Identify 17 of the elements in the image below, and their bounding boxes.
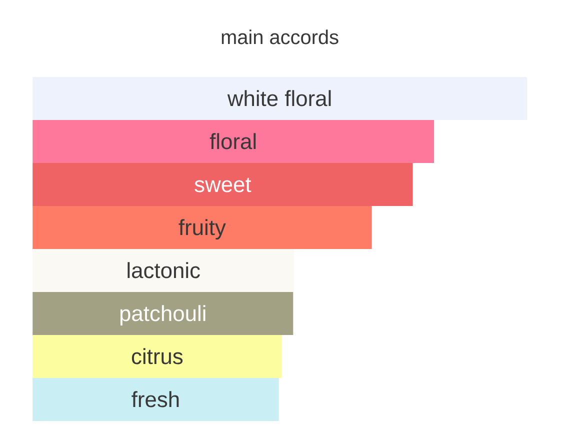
bar <box>32 378 279 422</box>
y-tick-label: patchouli <box>120 305 206 326</box>
y-tick-label: sweet <box>194 178 252 192</box>
bar <box>32 292 294 336</box>
y-tick-label: floral <box>210 133 256 150</box>
bar <box>32 77 528 120</box>
y-tick-label: fruity <box>178 219 226 240</box>
bar <box>32 335 282 378</box>
y-tick-label: fresh <box>132 391 179 408</box>
y-tick-label: white floral <box>227 90 331 106</box>
bar <box>32 163 413 206</box>
y-tick-label: citrus <box>132 348 183 364</box>
bar <box>32 206 372 250</box>
chart-title: main accords <box>222 30 338 44</box>
y-tick-label: lactonic <box>128 262 200 278</box>
bar <box>32 249 294 292</box>
bar <box>32 120 434 164</box>
